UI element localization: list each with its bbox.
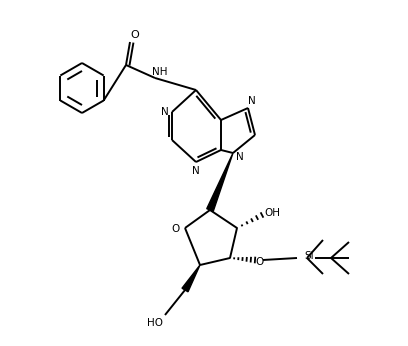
Text: OH: OH [264,208,280,218]
Text: HO: HO [147,318,163,328]
Text: N: N [248,96,256,106]
Polygon shape [207,153,233,211]
Text: O: O [172,224,180,234]
Text: N: N [192,166,200,176]
Text: NH: NH [152,67,168,77]
Text: N: N [161,107,169,117]
Polygon shape [182,265,200,292]
Text: N: N [236,152,244,162]
Text: O: O [256,257,264,267]
Text: Si: Si [304,251,314,261]
Text: O: O [131,30,140,40]
